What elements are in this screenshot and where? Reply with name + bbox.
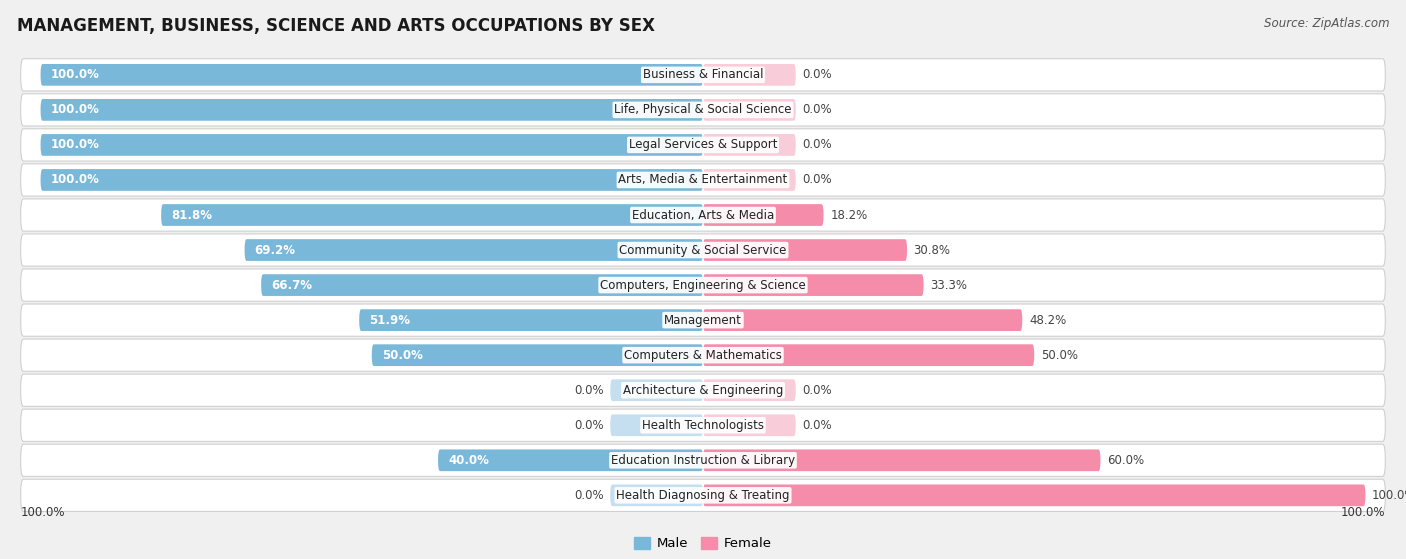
FancyBboxPatch shape	[21, 94, 1385, 126]
Text: Business & Financial: Business & Financial	[643, 68, 763, 82]
FancyBboxPatch shape	[703, 344, 1035, 366]
Text: Legal Services & Support: Legal Services & Support	[628, 139, 778, 151]
Text: 0.0%: 0.0%	[803, 103, 832, 116]
Text: Management: Management	[664, 314, 742, 326]
FancyBboxPatch shape	[703, 64, 796, 86]
Text: 81.8%: 81.8%	[172, 209, 212, 221]
FancyBboxPatch shape	[21, 164, 1385, 196]
FancyBboxPatch shape	[439, 449, 703, 471]
Text: 0.0%: 0.0%	[574, 383, 603, 397]
FancyBboxPatch shape	[610, 485, 703, 506]
FancyBboxPatch shape	[703, 204, 824, 226]
FancyBboxPatch shape	[21, 199, 1385, 231]
FancyBboxPatch shape	[703, 485, 1365, 506]
Text: 100.0%: 100.0%	[51, 173, 100, 187]
FancyBboxPatch shape	[21, 339, 1385, 371]
Text: 0.0%: 0.0%	[574, 419, 603, 432]
FancyBboxPatch shape	[703, 239, 907, 261]
Text: Education, Arts & Media: Education, Arts & Media	[631, 209, 775, 221]
FancyBboxPatch shape	[21, 129, 1385, 161]
Text: 0.0%: 0.0%	[803, 419, 832, 432]
FancyBboxPatch shape	[41, 169, 703, 191]
FancyBboxPatch shape	[359, 309, 703, 331]
Text: 50.0%: 50.0%	[381, 349, 423, 362]
FancyBboxPatch shape	[21, 269, 1385, 301]
FancyBboxPatch shape	[703, 449, 1101, 471]
Text: Computers, Engineering & Science: Computers, Engineering & Science	[600, 278, 806, 292]
Text: Computers & Mathematics: Computers & Mathematics	[624, 349, 782, 362]
Text: 69.2%: 69.2%	[254, 244, 295, 257]
Text: Arts, Media & Entertainment: Arts, Media & Entertainment	[619, 173, 787, 187]
Text: 100.0%: 100.0%	[1372, 489, 1406, 502]
FancyBboxPatch shape	[703, 99, 796, 121]
FancyBboxPatch shape	[21, 374, 1385, 406]
FancyBboxPatch shape	[41, 64, 703, 86]
FancyBboxPatch shape	[162, 204, 703, 226]
FancyBboxPatch shape	[703, 169, 796, 191]
FancyBboxPatch shape	[41, 99, 703, 121]
FancyBboxPatch shape	[21, 479, 1385, 511]
Text: 30.8%: 30.8%	[914, 244, 950, 257]
FancyBboxPatch shape	[703, 309, 1022, 331]
Text: Health Diagnosing & Treating: Health Diagnosing & Treating	[616, 489, 790, 502]
FancyBboxPatch shape	[41, 134, 703, 156]
Text: MANAGEMENT, BUSINESS, SCIENCE AND ARTS OCCUPATIONS BY SEX: MANAGEMENT, BUSINESS, SCIENCE AND ARTS O…	[17, 17, 655, 35]
Text: 100.0%: 100.0%	[51, 103, 100, 116]
Text: 100.0%: 100.0%	[1341, 506, 1385, 519]
FancyBboxPatch shape	[21, 234, 1385, 266]
Text: Education Instruction & Library: Education Instruction & Library	[612, 454, 794, 467]
Text: 48.2%: 48.2%	[1029, 314, 1066, 326]
Text: Life, Physical & Social Science: Life, Physical & Social Science	[614, 103, 792, 116]
FancyBboxPatch shape	[21, 304, 1385, 337]
FancyBboxPatch shape	[703, 380, 796, 401]
FancyBboxPatch shape	[245, 239, 703, 261]
Text: 51.9%: 51.9%	[370, 314, 411, 326]
Text: 66.7%: 66.7%	[271, 278, 312, 292]
FancyBboxPatch shape	[21, 59, 1385, 91]
Text: 18.2%: 18.2%	[830, 209, 868, 221]
Text: 33.3%: 33.3%	[931, 278, 967, 292]
FancyBboxPatch shape	[262, 274, 703, 296]
Text: 0.0%: 0.0%	[803, 68, 832, 82]
FancyBboxPatch shape	[703, 414, 796, 436]
Legend: Male, Female: Male, Female	[628, 532, 778, 556]
Text: 60.0%: 60.0%	[1107, 454, 1144, 467]
Text: 100.0%: 100.0%	[51, 68, 100, 82]
Text: 50.0%: 50.0%	[1040, 349, 1078, 362]
Text: 0.0%: 0.0%	[803, 173, 832, 187]
Text: Architecture & Engineering: Architecture & Engineering	[623, 383, 783, 397]
FancyBboxPatch shape	[610, 380, 703, 401]
Text: Source: ZipAtlas.com: Source: ZipAtlas.com	[1264, 17, 1389, 30]
Text: 0.0%: 0.0%	[803, 383, 832, 397]
Text: Health Technologists: Health Technologists	[643, 419, 763, 432]
Text: 100.0%: 100.0%	[21, 506, 65, 519]
FancyBboxPatch shape	[610, 414, 703, 436]
Text: 40.0%: 40.0%	[449, 454, 489, 467]
FancyBboxPatch shape	[21, 444, 1385, 476]
FancyBboxPatch shape	[371, 344, 703, 366]
Text: Community & Social Service: Community & Social Service	[619, 244, 787, 257]
FancyBboxPatch shape	[21, 409, 1385, 442]
Text: 0.0%: 0.0%	[574, 489, 603, 502]
Text: 0.0%: 0.0%	[803, 139, 832, 151]
Text: 100.0%: 100.0%	[51, 139, 100, 151]
FancyBboxPatch shape	[703, 274, 924, 296]
FancyBboxPatch shape	[703, 134, 796, 156]
